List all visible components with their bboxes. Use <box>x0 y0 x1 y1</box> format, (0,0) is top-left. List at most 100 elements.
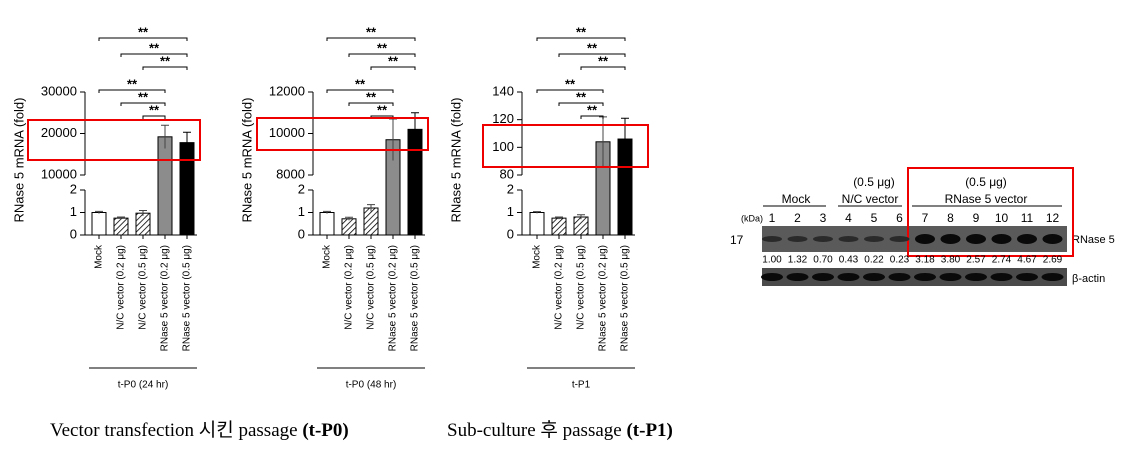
bar <box>135 212 151 236</box>
significance-bracket <box>326 89 394 93</box>
band <box>991 234 1012 244</box>
x-tick-label: N/C vector (0.5 μg) <box>366 245 377 330</box>
error-bar <box>139 209 147 216</box>
y-tick-label: 30000 <box>41 83 77 98</box>
band <box>888 273 911 281</box>
band <box>965 273 987 281</box>
bar <box>363 207 379 236</box>
significance-bracket <box>98 37 188 41</box>
y-tick-label: 0 <box>70 226 77 241</box>
band <box>812 273 834 281</box>
bar <box>113 217 129 236</box>
highlight-box <box>27 119 201 161</box>
x-tick-label: Mock <box>94 244 105 269</box>
x-tick-label: N/C vector (0.2 μg) <box>116 245 127 330</box>
quantification: 1.00 <box>762 255 782 266</box>
lane-label: 8 <box>947 211 954 225</box>
band <box>863 273 885 281</box>
band <box>966 234 986 244</box>
error-bar <box>577 214 585 220</box>
error-bar <box>367 204 375 212</box>
error-bar <box>161 124 169 149</box>
quantification: 0.43 <box>839 255 859 266</box>
y-tick-label: 1 <box>298 204 305 219</box>
bar <box>179 142 195 236</box>
bar <box>529 212 545 236</box>
significance-label: ** <box>366 89 377 104</box>
y-tick-label: 1 <box>70 204 77 219</box>
y-axis-label: RNase 5 mRNA (fold) <box>11 98 26 223</box>
unit-label: (kDa) <box>741 213 763 223</box>
lane-label: 1 <box>769 211 776 225</box>
error-bar <box>183 131 191 154</box>
significance-label: ** <box>138 89 149 104</box>
significance-label: ** <box>388 53 399 68</box>
significance-label: ** <box>160 53 171 68</box>
y-axis-label: RNase 5 mRNA (fold) <box>239 98 254 223</box>
significance-label: ** <box>587 40 598 55</box>
error-bar <box>117 216 125 220</box>
error-bar <box>95 210 103 214</box>
error-bar <box>345 216 353 221</box>
x-axis-label: t-P0 (24 hr) <box>118 380 169 391</box>
band-label: RNase 5 <box>1072 234 1115 246</box>
y-tick-label: 100 <box>492 139 514 154</box>
quantification: 2.69 <box>1043 255 1063 266</box>
highlight-box <box>256 117 429 151</box>
highlight-box <box>482 124 649 168</box>
band <box>762 236 782 242</box>
significance-label: ** <box>576 24 587 39</box>
quantification: 0.70 <box>813 255 833 266</box>
significance-bracket <box>120 102 166 106</box>
significance-label: ** <box>377 102 388 117</box>
band <box>914 273 936 281</box>
y-tick-label: 80 <box>500 166 514 181</box>
x-axis-label: t-P1 <box>572 380 591 391</box>
lane-label: 3 <box>820 211 827 225</box>
significance-bracket <box>348 102 394 106</box>
lane-label: 2 <box>794 211 801 225</box>
x-tick-label: N/C vector (0.2 μg) <box>554 245 565 330</box>
western-blot: (0.5 μg) (0.5 μg) Mock N/C vector RNase … <box>730 167 1115 286</box>
group-label: Mock <box>782 192 812 206</box>
x-tick-label: Mock <box>532 244 543 269</box>
band <box>787 236 808 242</box>
significance-label: ** <box>377 40 388 55</box>
x-tick-label: Mock <box>322 244 333 269</box>
quantification: 3.18 <box>915 255 935 266</box>
lane-label: 7 <box>922 211 929 225</box>
dose-label: (0.5 μg) <box>853 175 895 189</box>
y-tick-label: 2 <box>298 181 305 196</box>
significance-label: ** <box>127 76 138 91</box>
lane-label: 5 <box>871 211 878 225</box>
significance-bracket <box>558 102 604 106</box>
significance-label: ** <box>138 24 149 39</box>
significance-label: ** <box>576 89 587 104</box>
significance-label: ** <box>149 102 160 117</box>
band <box>915 234 935 244</box>
x-tick-label: N/C vector (0.5 μg) <box>138 245 149 330</box>
bar <box>91 212 107 236</box>
lane-label: 6 <box>896 211 903 225</box>
significance-bracket <box>142 66 188 70</box>
bar <box>341 218 357 236</box>
x-tick-label: RNase 5 vector (0.5 μg) <box>620 245 631 351</box>
band <box>1016 273 1038 281</box>
y-tick-label: 8000 <box>276 166 305 181</box>
lane-label: 11 <box>1021 211 1034 225</box>
highlight-box <box>907 167 1074 257</box>
caption: Vector transfection 시킨 passage (t-P0) <box>50 419 349 441</box>
significance-bracket <box>142 115 166 119</box>
band-label: β-actin <box>1072 273 1105 285</box>
y-tick-label: 1 <box>507 204 514 219</box>
significance-bracket <box>98 89 166 93</box>
caption: Sub-culture 후 passage (t-P1) <box>447 419 673 441</box>
significance-label: ** <box>598 53 609 68</box>
quantification: 4.67 <box>1017 255 1037 266</box>
band <box>940 234 961 244</box>
lane-label: 4 <box>845 211 852 225</box>
band <box>813 236 833 242</box>
x-tick-label: N/C vector (0.2 μg) <box>344 245 355 330</box>
quantification: 0.22 <box>864 255 884 266</box>
